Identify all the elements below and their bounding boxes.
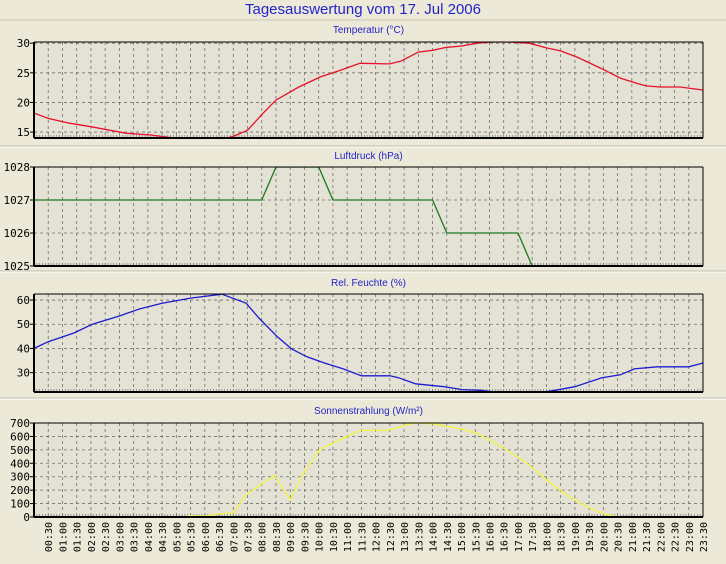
y-tick-label: 15 (17, 126, 30, 139)
x-tick-label: 17:00 (514, 522, 525, 552)
x-tick-label: 13:30 (414, 522, 425, 552)
panel-title: Luftdruck (hPa) (334, 151, 402, 162)
x-tick-label: 06:00 (201, 522, 212, 552)
x-tick-label: 10:00 (315, 522, 326, 552)
panel-4: Sonnenstrahlung (W/m²) 010020030040050060… (10, 406, 704, 524)
x-tick-label: 20:30 (614, 522, 625, 552)
x-tick-label: 14:00 (429, 522, 440, 552)
x-tick-label: 01:00 (58, 522, 69, 552)
y-tick-label: 1026 (4, 227, 31, 240)
x-tick-label: 13:00 (400, 522, 411, 552)
x-tick-label: 16:00 (485, 522, 496, 552)
y-tick-label: 700 (10, 417, 30, 430)
x-tick-label: 22:30 (671, 522, 682, 552)
x-tick-label: 04:30 (158, 522, 169, 552)
chart-title: Tagesauswertung vom 17. Jul 2006 (245, 1, 481, 18)
panel-title: Sonnenstrahlung (W/m²) (314, 406, 423, 417)
y-tick-label: 1027 (4, 194, 31, 207)
x-tick-label: 12:30 (386, 522, 397, 552)
x-tick-label: 15:30 (471, 522, 482, 552)
series-line (34, 294, 703, 392)
y-tick-label: 1025 (4, 260, 31, 273)
x-tick-label: 11:30 (357, 522, 368, 552)
x-tick-label: 02:00 (87, 522, 98, 552)
plot-background (34, 423, 703, 517)
x-tick-label: 18:00 (542, 522, 553, 552)
y-tick-label: 30 (17, 37, 30, 50)
x-tick-label: 19:00 (571, 522, 582, 552)
x-tick-label: 01:30 (73, 522, 84, 552)
y-tick-label: 25 (17, 67, 30, 80)
x-tick-label: 11:00 (343, 522, 354, 552)
x-tick-label: 23:30 (699, 522, 710, 552)
y-tick-label: 0 (23, 511, 30, 524)
y-tick-label: 50 (17, 318, 30, 331)
y-tick-label: 200 (10, 484, 30, 497)
x-tick-label: 04:00 (144, 522, 155, 552)
series-line (34, 423, 703, 517)
series-line (34, 42, 703, 138)
x-tick-label: 02:30 (101, 522, 112, 552)
y-tick-label: 500 (10, 444, 30, 457)
x-tick-label: 00:30 (44, 522, 55, 552)
x-tick-label: 23:00 (685, 522, 696, 552)
x-tick-label: 19:30 (585, 522, 596, 552)
panel-title: Temperatur (°C) (333, 25, 404, 36)
panel-title: Rel. Feuchte (%) (331, 278, 406, 289)
x-tick-label: 16:30 (500, 522, 511, 552)
x-tick-label: 09:00 (286, 522, 297, 552)
x-tick-label: 15:00 (457, 522, 468, 552)
x-tick-label: 21:00 (628, 522, 639, 552)
panel-2: Luftdruck (hPa) 1025 1026 1027 1028 (4, 151, 704, 273)
y-tick-label: 400 (10, 457, 30, 470)
x-tick-label: 18:30 (557, 522, 568, 552)
x-tick-label: 05:00 (172, 522, 183, 552)
x-tick-label: 22:00 (656, 522, 667, 552)
x-tick-label: 08:30 (272, 522, 283, 552)
x-tick-label: 03:00 (115, 522, 126, 552)
plot-background (34, 167, 703, 266)
x-tick-label: 03:30 (130, 522, 141, 552)
x-tick-label: 05:30 (187, 522, 198, 552)
x-tick-label: 07:00 (229, 522, 240, 552)
y-tick-label: 40 (17, 342, 30, 355)
x-tick-label: 12:00 (372, 522, 383, 552)
y-tick-label: 600 (10, 430, 30, 443)
x-tick-label: 07:30 (244, 522, 255, 552)
y-tick-label: 100 (10, 498, 30, 511)
x-tick-label: 17:30 (528, 522, 539, 552)
plot-background (34, 42, 703, 138)
x-tick-label: 14:30 (443, 522, 454, 552)
y-tick-label: 1028 (4, 161, 31, 174)
x-tick-label: 20:00 (599, 522, 610, 552)
panel-3: Rel. Feuchte (%) 30 40 50 60 (17, 278, 704, 393)
x-tick-label: 21:30 (642, 522, 653, 552)
y-tick-label: 20 (17, 96, 30, 109)
x-tick-label: 09:30 (300, 522, 311, 552)
y-tick-label: 300 (10, 471, 30, 484)
x-tick-label: 06:30 (215, 522, 226, 552)
y-tick-label: 60 (17, 294, 30, 307)
x-tick-label: 10:30 (329, 522, 340, 552)
series-line (34, 167, 703, 266)
panel-1: Temperatur (°C) 15 20 25 30 (17, 25, 704, 139)
y-tick-label: 30 (17, 367, 30, 380)
x-tick-label: 08:00 (258, 522, 269, 552)
